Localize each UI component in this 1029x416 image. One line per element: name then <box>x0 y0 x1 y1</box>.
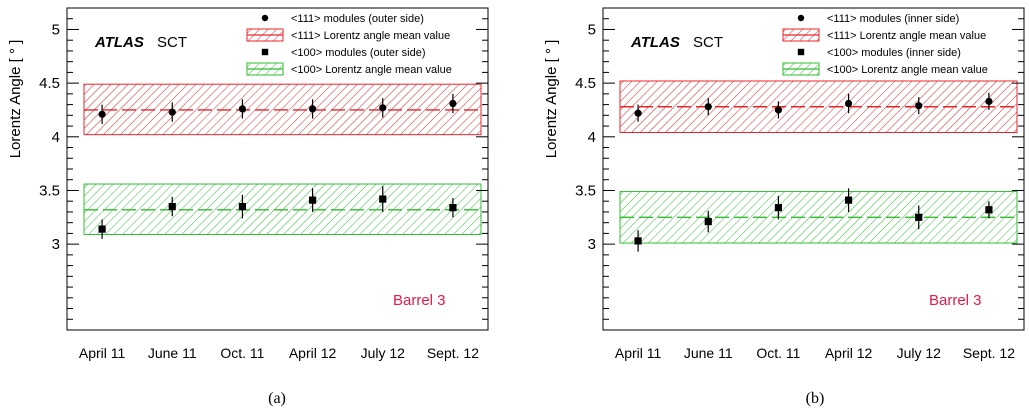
y-tick-label: 4 <box>52 129 60 146</box>
data-point-circle <box>704 103 712 111</box>
data-point-square <box>379 195 387 203</box>
y-tick-label: 3 <box>52 236 60 253</box>
data-point-circle <box>98 110 106 118</box>
data-point-circle <box>238 105 247 113</box>
legend-label: <100> modules (inner side) <box>827 47 961 59</box>
data-point-square <box>98 225 106 233</box>
data-point-square <box>704 217 712 226</box>
data-point-circle <box>634 109 642 117</box>
y-tick-label: 3.5 <box>575 182 596 199</box>
data-point-circle <box>379 104 387 112</box>
y-tick-label: 3 <box>588 236 596 253</box>
data-point-square <box>238 202 247 211</box>
data-point-square <box>308 196 317 204</box>
legend-label: <111> modules (inner side) <box>827 13 959 25</box>
data-point-square <box>168 202 176 211</box>
panel-caption: (a) <box>268 390 286 407</box>
data-point-square <box>774 204 783 212</box>
experiment-label: ATLAS <box>630 34 680 51</box>
legend-label: <111> modules (outer side) <box>291 13 424 25</box>
legend-label: <100> modules (outer side) <box>291 47 426 59</box>
y-tick-label: 3.5 <box>39 182 60 199</box>
data-point-square <box>634 237 642 245</box>
barrel-annotation: Barrel 3 <box>929 292 982 309</box>
y-axis-label: Lorentz Angle [ ° ] <box>543 40 560 159</box>
legend-label: <100> Lorentz angle mean value <box>827 64 988 76</box>
x-tick-label: June 11 <box>148 345 197 361</box>
data-point-square <box>449 204 457 212</box>
data-point-square <box>985 206 993 214</box>
x-tick-label: April 11 <box>79 345 126 361</box>
data-point-square <box>844 196 853 204</box>
data-point-circle <box>168 108 176 116</box>
x-tick-label: July 12 <box>897 345 942 361</box>
x-tick-label: Oct. 11 <box>220 345 264 361</box>
legend-label: <100> Lorentz angle mean value <box>291 64 452 76</box>
legend-marker-square <box>261 48 269 56</box>
data-point-circle <box>449 99 457 108</box>
y-tick-label: 4.5 <box>575 75 596 92</box>
legend-marker-square <box>797 48 805 56</box>
x-tick-label: June 11 <box>684 345 733 361</box>
legend-marker-circle <box>797 14 805 22</box>
data-point-square <box>915 213 923 221</box>
panel-caption: (b) <box>806 390 825 407</box>
x-tick-label: Oct. 11 <box>756 345 800 361</box>
y-tick-label: 5 <box>588 21 596 38</box>
data-point-circle <box>774 106 783 114</box>
experiment-label: ATLAS <box>94 34 144 51</box>
x-tick-label: April 11 <box>615 345 662 361</box>
x-tick-label: Sept. 12 <box>963 345 1015 361</box>
data-point-circle <box>844 99 853 108</box>
data-point-circle <box>915 102 923 110</box>
x-tick-label: April 12 <box>289 345 337 361</box>
detector-label: SCT <box>157 34 187 51</box>
y-tick-label: 4 <box>588 129 596 146</box>
data-point-circle <box>985 97 993 105</box>
x-tick-label: April 12 <box>825 345 873 361</box>
y-tick-label: 5 <box>52 21 60 38</box>
y-tick-label: 4.5 <box>39 75 60 92</box>
legend-label: <111> Lorentz angle mean value <box>827 30 986 42</box>
chart-panel-a: 3 3.5 4 4.5 5 April 11 June 11 Oct. 11 April 12 J… <box>7 7 489 407</box>
chart-panel-b: 3 3.5 4 4.5 5 April 11 June 11 Oct. 11 April 12 J… <box>543 7 1025 407</box>
x-tick-label: July 12 <box>361 345 406 361</box>
barrel-annotation: Barrel 3 <box>393 292 446 309</box>
x-tick-label: Sept. 12 <box>427 345 479 361</box>
detector-label: SCT <box>693 34 723 51</box>
legend-label: <111> Lorentz angle mean value <box>291 30 450 42</box>
y-axis-label: Lorentz Angle [ ° ] <box>7 40 24 159</box>
legend-marker-circle <box>261 14 269 22</box>
data-point-circle <box>308 105 317 113</box>
